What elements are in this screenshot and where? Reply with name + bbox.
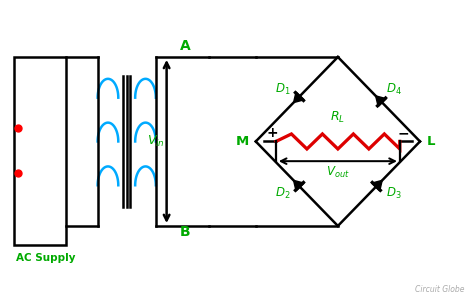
Text: $V_{in}$: $V_{in}$ (147, 134, 165, 149)
Text: $D_2$: $D_2$ (275, 186, 290, 201)
Text: L: L (427, 135, 436, 148)
Text: $D_3$: $D_3$ (385, 186, 401, 201)
Polygon shape (376, 96, 386, 107)
Polygon shape (293, 180, 304, 191)
Text: −: − (398, 127, 410, 140)
Text: AC Supply: AC Supply (17, 253, 76, 263)
Text: $V_{out}$: $V_{out}$ (326, 165, 350, 180)
Text: $D_1$: $D_1$ (275, 82, 290, 97)
Polygon shape (293, 92, 304, 102)
Text: Circuit Globe: Circuit Globe (415, 285, 465, 294)
Text: M: M (236, 135, 249, 148)
Text: $D_4$: $D_4$ (385, 82, 401, 97)
Text: +: + (266, 127, 278, 140)
Text: $R_L$: $R_L$ (330, 110, 346, 125)
Polygon shape (372, 180, 382, 191)
Bar (14, 57, 66, 245)
Text: B: B (180, 225, 191, 239)
Text: A: A (180, 39, 191, 53)
